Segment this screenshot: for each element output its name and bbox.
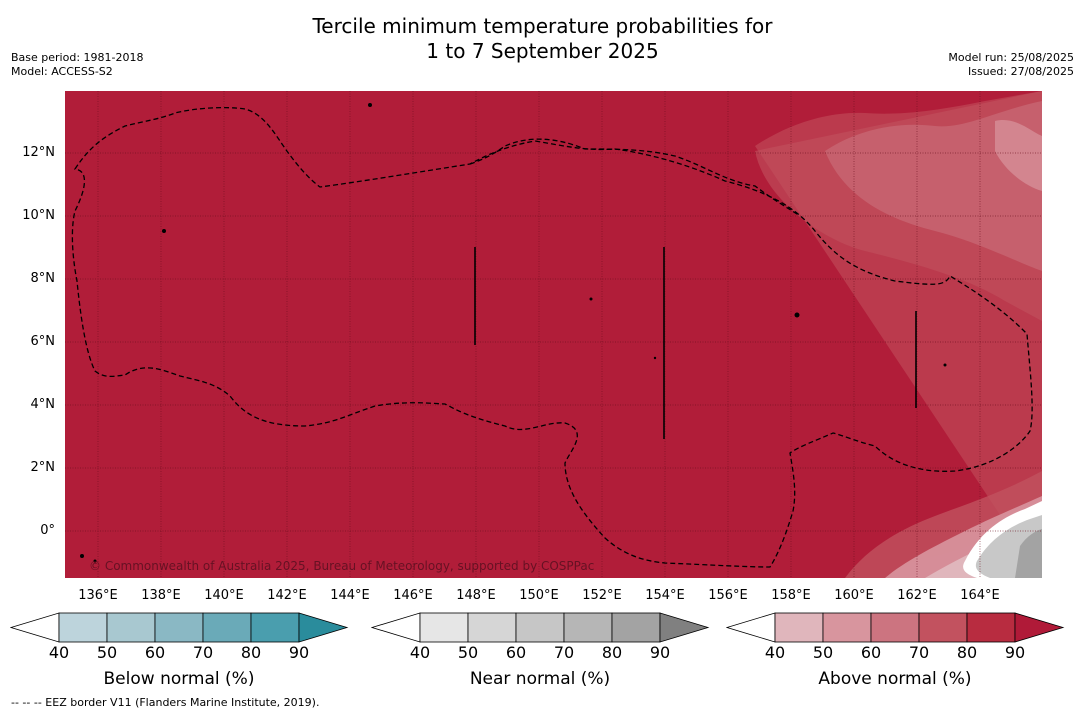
colorbar-segment xyxy=(419,612,469,643)
cb-tick: 90 xyxy=(288,643,310,662)
cb-tick: 40 xyxy=(48,643,70,662)
cb-tick: 40 xyxy=(764,643,786,662)
prob-contour-60 xyxy=(825,101,1042,271)
colorbar-segment xyxy=(611,612,661,643)
cb-tick: 60 xyxy=(505,643,527,662)
lon-label: 152°E xyxy=(582,588,622,603)
lon-label: 144°E xyxy=(330,588,370,603)
copyright-notice: © Commonwealth of Australia 2025, Bureau… xyxy=(89,559,595,573)
near-normal-label: Near normal (%) xyxy=(469,669,611,689)
colorbar-below-normal xyxy=(10,612,349,643)
below-normal-label: Below normal (%) xyxy=(103,669,255,689)
cb-tick: 50 xyxy=(457,643,479,662)
eez-border xyxy=(71,106,1033,568)
prob-contour-50 xyxy=(995,119,1042,191)
lon-label: 150°E xyxy=(519,588,559,603)
islands xyxy=(80,103,947,563)
colorbar-high-extend xyxy=(1014,612,1065,643)
title-line-1: Tercile minimum temperature probabilitie… xyxy=(312,14,773,38)
colorbar-segment xyxy=(918,612,968,643)
colorbar-high-extend xyxy=(659,612,710,643)
colorbar-segment xyxy=(822,612,872,643)
lon-label: 148°E xyxy=(456,588,496,603)
colorbar-segment xyxy=(202,612,252,643)
near-normal-patch-dark xyxy=(1015,529,1042,578)
lat-label: 6°N xyxy=(30,334,56,349)
cb-tick: 40 xyxy=(409,643,431,662)
cb-tick: 50 xyxy=(96,643,118,662)
lon-label: 140°E xyxy=(204,588,244,603)
above-normal-label: Above normal (%) xyxy=(818,669,972,689)
meta-left: Base period: 1981-2018 Model: ACCESS-S2 xyxy=(11,51,143,79)
model-name: Model: ACCESS-S2 xyxy=(11,65,113,78)
lon-label: 142°E xyxy=(267,588,307,603)
colorbar-above-normal xyxy=(726,612,1065,643)
colorbar-low-extend xyxy=(371,612,421,643)
colorbar-segment xyxy=(250,612,300,643)
eez-border-north xyxy=(469,138,801,217)
colorbar-low-extend xyxy=(10,612,60,643)
colorbar-segment xyxy=(870,612,920,643)
cb-tick: 70 xyxy=(908,643,930,662)
cb-tick: 60 xyxy=(860,643,882,662)
base-period: Base period: 1981-2018 xyxy=(11,51,144,64)
map-panel xyxy=(65,91,1042,578)
eez-segments xyxy=(474,247,917,439)
lat-label: 2°N xyxy=(30,460,56,475)
cb-tick: 80 xyxy=(956,643,978,662)
lon-label: 164°E xyxy=(960,588,1000,603)
lon-label: 138°E xyxy=(141,588,181,603)
cb-tick: 70 xyxy=(553,643,575,662)
colorbar-segment xyxy=(563,612,613,643)
lon-label: 136°E xyxy=(78,588,118,603)
lat-label: 4°N xyxy=(30,397,56,412)
graticule xyxy=(65,91,1042,578)
title-line-2: 1 to 7 September 2025 xyxy=(426,39,659,63)
lat-label: 8°N xyxy=(30,271,56,286)
colorbar-segment xyxy=(58,612,108,643)
cb-tick: 70 xyxy=(192,643,214,662)
lat-label: 0° xyxy=(40,523,55,538)
cb-tick: 60 xyxy=(144,643,166,662)
colorbar-segment xyxy=(966,612,1016,643)
lon-label: 154°E xyxy=(645,588,685,603)
cb-tick: 80 xyxy=(601,643,623,662)
colorbar-segment xyxy=(515,612,565,643)
colorbar-low-extend xyxy=(726,612,776,643)
cb-tick: 90 xyxy=(1004,643,1026,662)
lon-label: 156°E xyxy=(708,588,748,603)
colorbar-high-extend xyxy=(298,612,349,643)
lon-label: 146°E xyxy=(393,588,433,603)
colorbar-near-normal xyxy=(371,612,710,643)
eez-footnote: -- -- -- EEZ border V11 (Flanders Marine… xyxy=(11,696,320,709)
cb-tick: 50 xyxy=(812,643,834,662)
lat-label: 10°N xyxy=(22,208,55,223)
colorbar-segment xyxy=(154,612,204,643)
cb-tick: 80 xyxy=(240,643,262,662)
lon-label: 158°E xyxy=(771,588,811,603)
lon-label: 160°E xyxy=(834,588,874,603)
issued-date: Issued: 27/08/2025 xyxy=(967,65,1074,78)
model-run: Model run: 25/08/2025 xyxy=(948,51,1074,64)
lon-label: 162°E xyxy=(897,588,937,603)
colorbar-segment xyxy=(106,612,156,643)
cb-tick: 90 xyxy=(649,643,671,662)
colorbar-segment xyxy=(774,612,824,643)
colorbar-segment xyxy=(467,612,517,643)
lat-label: 12°N xyxy=(22,145,55,160)
map-title: Tercile minimum temperature probabilitie… xyxy=(0,14,1085,64)
meta-right: Model run: 25/08/2025 Issued: 27/08/2025 xyxy=(948,51,1074,79)
